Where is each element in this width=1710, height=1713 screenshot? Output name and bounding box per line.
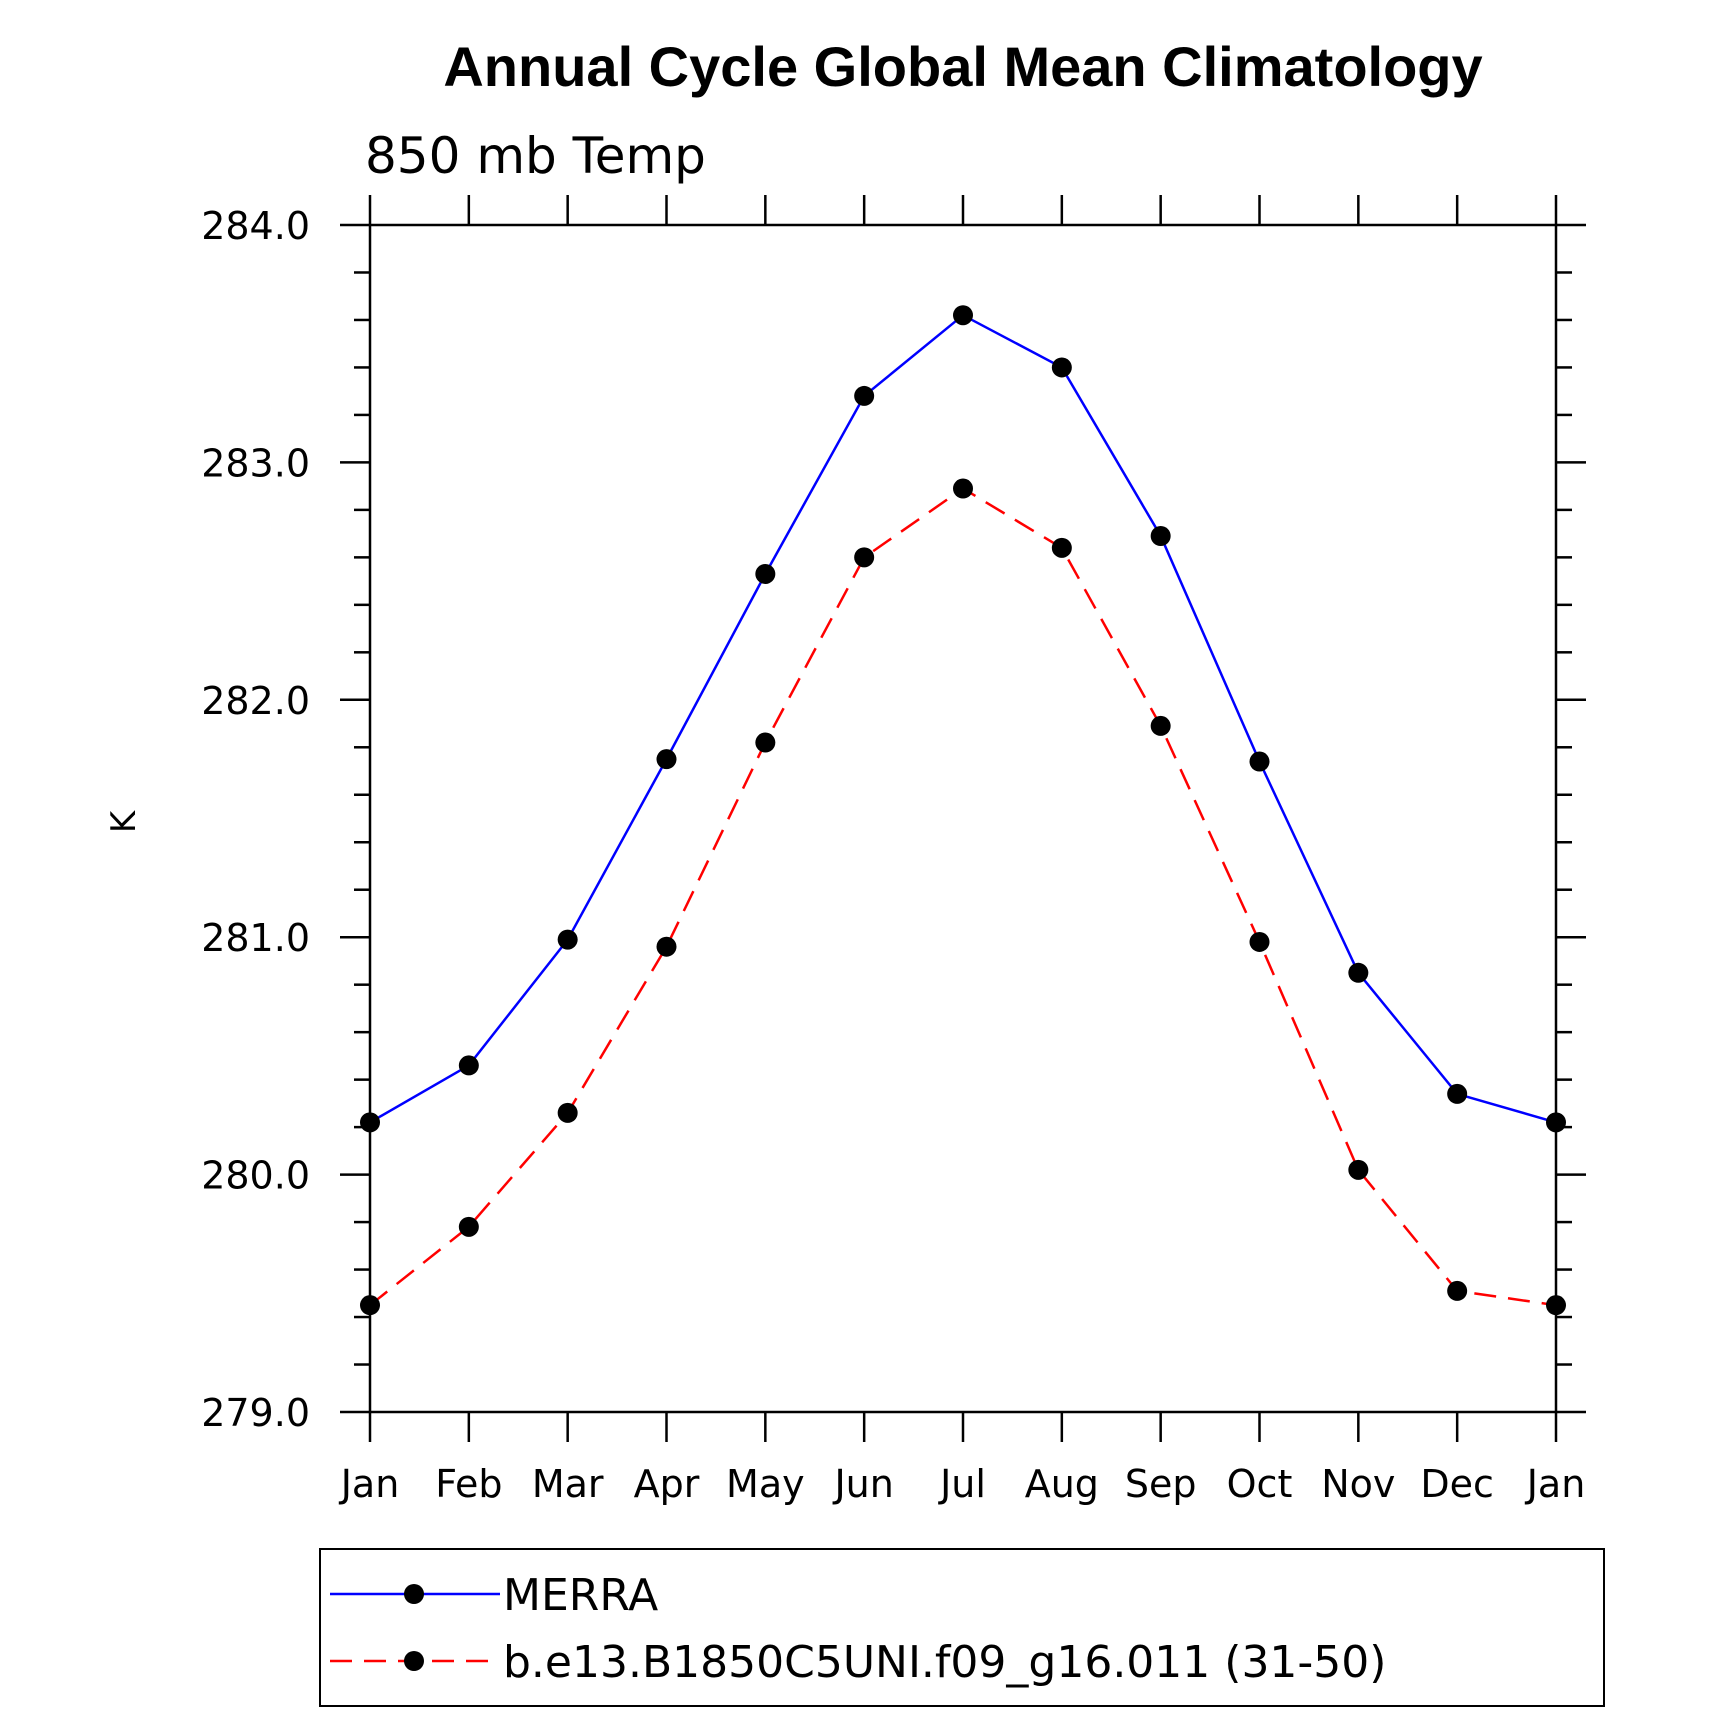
x-tick-label: May <box>726 1462 805 1506</box>
x-tick-labels: Jan Feb Mar Apr May Jun Jul Aug Sep Oct Nov Dec Jan <box>339 1462 1586 1506</box>
data-point <box>1348 962 1369 983</box>
legend-label-0: MERRA <box>503 1570 658 1621</box>
data-point <box>557 929 578 950</box>
y-tick-label: 282.0 <box>201 679 310 723</box>
axis-ticks <box>340 195 1586 1442</box>
legend-label-1: b.e13.B1850C5UNI.f09_g16.011 (31-50) <box>503 1637 1386 1688</box>
y-tick-label: 280.0 <box>201 1154 310 1198</box>
plot-frame <box>368 223 1558 1414</box>
series-line-1 <box>369 487 1557 1307</box>
y-tick-label: 284.0 <box>201 204 310 248</box>
data-point <box>953 478 973 499</box>
chart-subtitle: 850 mb Temp <box>365 127 706 185</box>
data-point <box>1546 1295 1566 1316</box>
data-point <box>1051 357 1072 378</box>
x-tick-label: Jun <box>832 1462 893 1506</box>
x-tick-label: Oct <box>1227 1462 1293 1506</box>
data-point <box>360 1295 380 1316</box>
data-point <box>854 385 875 406</box>
legend-marker <box>404 1651 424 1671</box>
data-point <box>1546 1112 1566 1133</box>
series-line-0 <box>369 313 1557 1124</box>
x-tick-label: Sep <box>1125 1462 1197 1506</box>
x-tick-label: Mar <box>532 1462 604 1506</box>
data-point <box>755 732 776 753</box>
data-point <box>458 1055 479 1076</box>
data-point <box>1447 1280 1468 1301</box>
data-point <box>1150 715 1171 736</box>
x-tick-label: Feb <box>435 1462 502 1506</box>
x-tick-label: Nov <box>1321 1462 1395 1506</box>
data-point <box>360 1112 380 1133</box>
y-axis-label: K <box>104 809 144 833</box>
data-point <box>953 305 973 326</box>
data-point <box>1348 1159 1369 1180</box>
data-point <box>458 1216 479 1237</box>
data-point <box>656 749 677 770</box>
y-tick-label: 281.0 <box>201 916 310 960</box>
data-point <box>557 1102 578 1123</box>
x-tick-label: Apr <box>634 1462 700 1506</box>
x-tick-label: Dec <box>1420 1462 1494 1506</box>
y-tick-label: 279.0 <box>201 1391 310 1435</box>
series-layer <box>360 305 1566 1316</box>
y-tick-labels: 279.0 280.0 281.0 282.0 283.0 284.0 <box>201 204 310 1435</box>
data-point <box>656 936 677 957</box>
data-point <box>1447 1083 1468 1104</box>
legend-box <box>319 1548 1605 1707</box>
x-tick-label: Jan <box>339 1462 400 1506</box>
data-point <box>1051 537 1072 558</box>
legend-marker <box>404 1584 424 1604</box>
chart-title: Annual Cycle Global Mean Climatology <box>443 35 1482 98</box>
x-tick-label: Aug <box>1025 1462 1099 1506</box>
x-tick-label: Jan <box>1525 1462 1586 1506</box>
x-tick-label: Jul <box>938 1462 986 1506</box>
data-point <box>854 547 875 568</box>
data-point <box>755 563 776 584</box>
y-tick-label: 283.0 <box>201 441 310 485</box>
legend: MERRA b.e13.B1850C5UNI.f09_g16.011 (31-50… <box>330 1570 1386 1688</box>
data-point <box>1249 751 1270 772</box>
data-point <box>1150 525 1171 546</box>
data-point <box>1249 931 1270 952</box>
